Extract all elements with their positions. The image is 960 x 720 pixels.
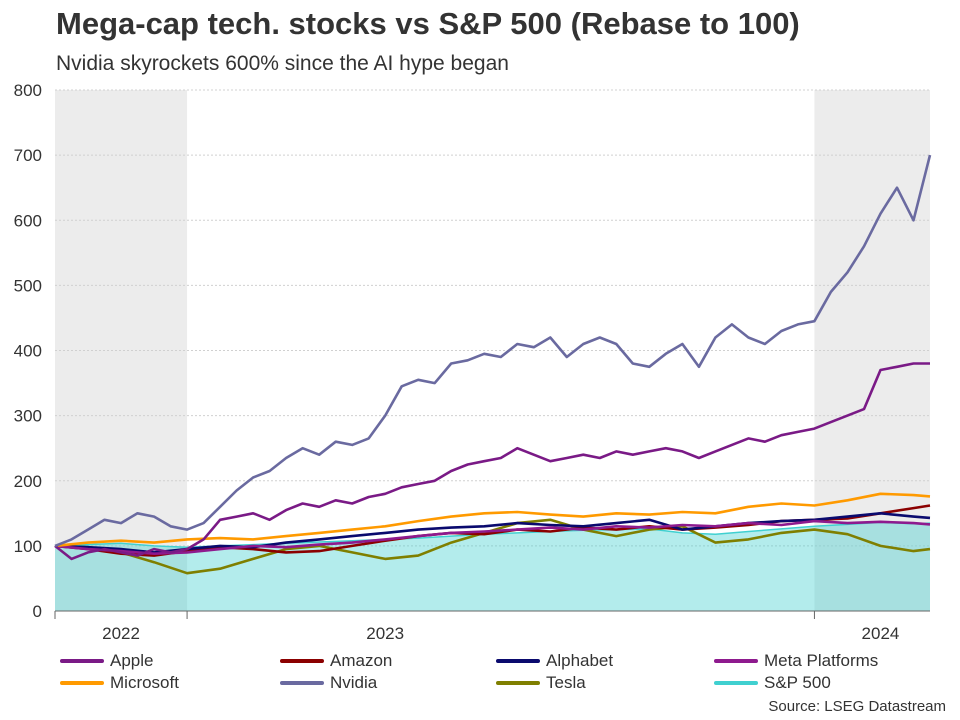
source-note: Source: LSEG Datastream [768,698,946,715]
legend-label-microsoft: Microsoft [110,673,179,692]
axes [54,610,930,619]
legend-label-alphabet: Alphabet [546,651,614,670]
legend-label-meta-platforms: Meta Platforms [764,651,879,670]
x-tick-label: 2024 [862,624,900,643]
legend-swatch-nvidia [280,681,324,685]
legend-item-alphabet: Alphabet [496,650,613,672]
chart-subtitle: Nvidia skyrockets 600% since the AI hype… [56,52,509,75]
legend-label-apple: Apple [110,651,154,670]
legend-item-nvidia: Nvidia [280,672,377,694]
y-axis-ticks: 0 100 200 300 400 500 600 700 800 [14,81,42,621]
legend-swatch-apple [60,659,104,663]
series-lines [54,154,932,575]
x-axis-ticks: 2022 2023 2024 [102,624,899,643]
legend-label-sp500: S&P 500 [764,673,831,692]
x-tick-label: 2023 [366,624,404,643]
legend-item-sp500: S&P 500 [714,672,831,694]
legend-item-microsoft: Microsoft [60,672,179,694]
legend-label-nvidia: Nvidia [330,673,378,692]
y-tick-label: 500 [14,276,42,295]
legend-item-apple: Apple [60,650,153,672]
legend-item-tesla: Tesla [496,672,586,694]
y-tick-label: 100 [14,537,42,556]
y-tick-label: 200 [14,472,42,491]
y-tick-label: 0 [33,602,42,621]
legend-item-meta-platforms: Meta Platforms [714,650,878,672]
y-tick-label: 700 [14,146,42,165]
series-line-apple [54,362,930,561]
x-tick-label: 2022 [102,624,140,643]
legend-swatch-alphabet [496,659,540,663]
legend-swatch-microsoft [60,681,104,685]
legend-label-amazon: Amazon [330,651,393,670]
y-tick-label: 400 [14,342,42,361]
legend-label-tesla: Tesla [546,673,586,692]
chart-title: Mega-cap tech. stocks vs S&P 500 (Rebase… [56,6,800,41]
y-tick-label: 800 [14,81,42,100]
series-line-nvidia [54,154,932,548]
legend: Apple Amazon Alphabet Meta Platforms Mic… [60,650,940,696]
gridlines [55,89,930,547]
series-line-alphabet [54,511,931,554]
y-tick-label: 300 [14,407,42,426]
y-tick-label: 600 [14,211,42,230]
legend-swatch-amazon [280,659,324,663]
legend-swatch-sp500 [714,681,758,685]
legend-swatch-tesla [496,681,540,685]
series-line-meta-platforms [54,519,931,555]
legend-swatch-meta-platforms [714,659,758,663]
series-line-tesla [54,518,931,575]
legend-item-amazon: Amazon [280,650,392,672]
